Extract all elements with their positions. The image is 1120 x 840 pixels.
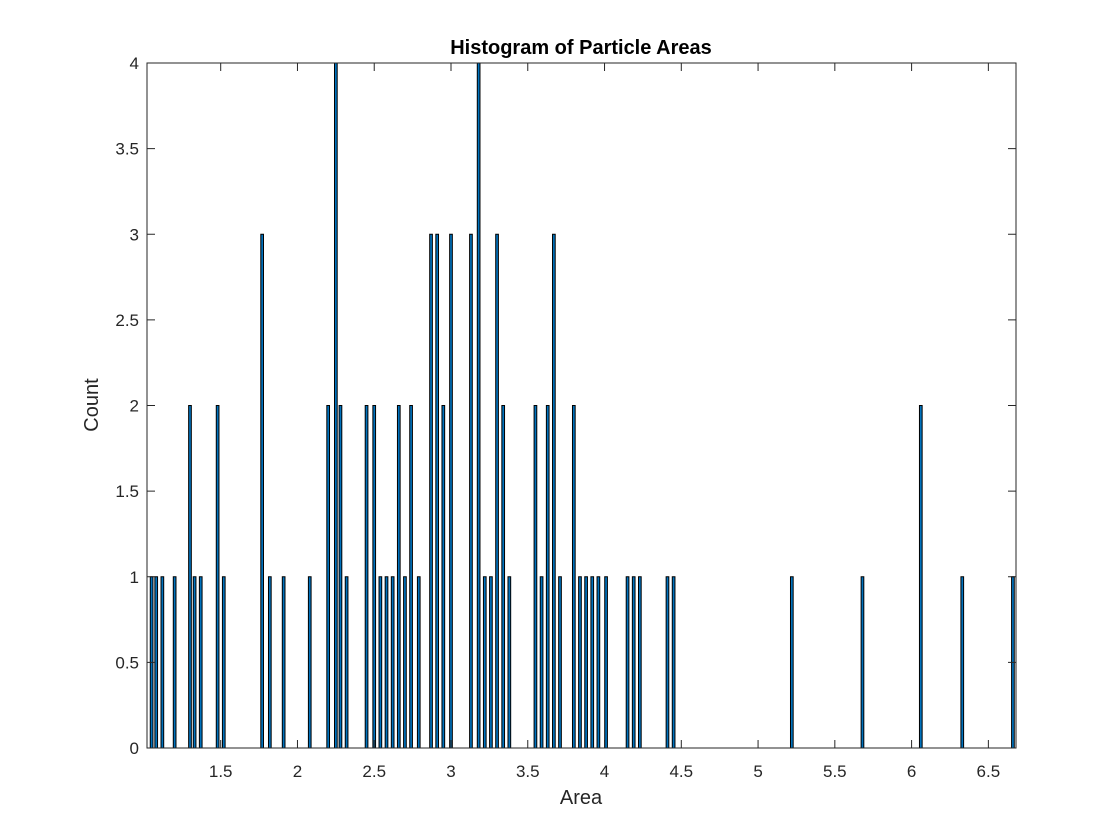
histogram-bar [469, 233, 473, 749]
histogram-bar [198, 576, 203, 749]
histogram-bar [476, 62, 481, 749]
y-tick-labels: 0 0.5 1 1.5 2 2.5 3 3.5 4 [115, 54, 139, 758]
x-axis-label: Area [560, 787, 603, 809]
histogram-bar [154, 576, 159, 749]
x-tick-label: 2 [293, 762, 302, 781]
x-tick-label: 5.5 [823, 762, 847, 781]
chart-title: Histogram of Particle Areas [450, 37, 712, 59]
histogram-bar [596, 576, 601, 749]
histogram-bar [334, 62, 338, 749]
histogram-bar [590, 576, 595, 749]
histogram-bar [192, 576, 197, 749]
histogram-bar [631, 576, 636, 749]
y-tick-label: 2 [130, 397, 139, 416]
histogram-bar [625, 576, 630, 749]
y-tick-label: 4 [130, 54, 139, 73]
histogram-bar [533, 405, 538, 749]
histogram-bar [403, 576, 407, 749]
histogram-bar [267, 576, 272, 749]
histogram-bar [671, 576, 676, 749]
histogram-bar [215, 405, 220, 749]
histogram-bar [495, 233, 499, 749]
histogram-bar [326, 405, 331, 749]
y-tick-label: 0.5 [115, 653, 139, 672]
y-axis-label: Count [81, 378, 103, 432]
histogram-bar [429, 233, 433, 749]
histogram-bar [604, 576, 608, 749]
histogram-bar [338, 405, 343, 749]
histogram-bar [441, 405, 446, 749]
histogram-bar [384, 576, 389, 749]
y-tick-label: 3.5 [115, 140, 139, 159]
y-tick-label: 0 [130, 739, 139, 758]
histogram-bar [860, 576, 865, 749]
histogram-bar [552, 233, 556, 749]
histogram-bar [507, 576, 512, 749]
histogram-bar [501, 405, 506, 749]
histogram-bar [260, 233, 264, 749]
histogram-bar [571, 405, 576, 749]
histogram-bar [482, 576, 487, 749]
histogram-bar [372, 405, 377, 749]
histogram-bar [390, 576, 395, 749]
histogram-bar [364, 405, 369, 749]
histogram-bar [665, 576, 670, 749]
x-tick-label: 5 [753, 762, 762, 781]
histogram-bar [578, 576, 582, 749]
axes-box [146, 62, 1017, 749]
histogram-bar [378, 576, 383, 749]
x-tick-label: 6 [907, 762, 916, 781]
x-tick-label: 3.5 [516, 762, 540, 781]
histogram-bar [918, 405, 923, 749]
x-tick-labels: 1.5 2 2.5 3 3.5 4 4.5 5 5.5 6 6.5 [209, 762, 1000, 781]
histogram-bar [960, 576, 965, 749]
histogram-bar [188, 405, 192, 749]
y-tick-label: 2.5 [115, 311, 139, 330]
histogram-bar [344, 576, 349, 749]
histogram-bar [409, 405, 413, 749]
histogram-bar [539, 576, 544, 749]
histogram-bar [638, 576, 642, 749]
y-tick-label: 1 [130, 568, 139, 587]
x-tick-label: 4 [600, 762, 609, 781]
histogram-bar [558, 576, 562, 749]
x-tick-label: 6.5 [977, 762, 1001, 781]
histogram-bar [584, 576, 588, 749]
histogram-bar [435, 233, 440, 749]
x-tick-label: 1.5 [209, 762, 233, 781]
x-tick-label: 2.5 [362, 762, 386, 781]
y-tick-label: 3 [130, 225, 139, 244]
histogram-bar [221, 576, 226, 749]
histogram-bar [281, 576, 286, 749]
histogram-bar [545, 405, 550, 749]
x-tick-label: 4.5 [669, 762, 693, 781]
histogram-bar [489, 576, 493, 749]
histogram-bar [172, 576, 177, 749]
histogram-bar [396, 405, 401, 749]
x-tick-label: 3 [446, 762, 455, 781]
histogram-bar [416, 576, 421, 749]
histogram-bar [307, 576, 312, 749]
histogram-bar [449, 233, 453, 749]
histogram-bar [789, 576, 794, 749]
histogram-bar [160, 576, 165, 749]
y-tick-label: 1.5 [115, 482, 139, 501]
